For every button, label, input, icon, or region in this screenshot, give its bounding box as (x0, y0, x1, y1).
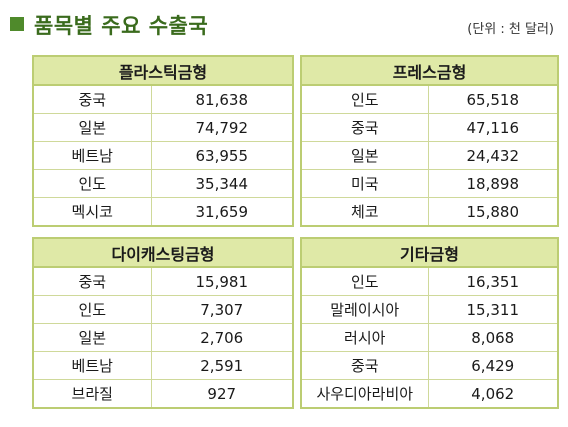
country-cell: 중국 (301, 351, 429, 380)
table-title: 플라스틱금형 (33, 56, 293, 86)
value-cell: 74,792 (151, 113, 293, 142)
country-cell: 일본 (301, 141, 429, 170)
table-press-mold: 프레스금형 인도 65,518 중국 47,116 일본 24,432 미국 18,89… (300, 55, 559, 227)
country-cell: 브라질 (33, 379, 152, 408)
table-row: 중국 15,981 (33, 267, 293, 296)
table-row: 브라질 927 (33, 379, 293, 408)
value-cell: 15,981 (151, 267, 293, 296)
page-title: 품목별 주요 수출국 (34, 14, 209, 38)
table-title: 기타금형 (301, 238, 558, 268)
table-row: 사우디아라비아 4,062 (301, 379, 558, 408)
table-row: 일본 2,706 (33, 323, 293, 352)
country-cell: 중국 (33, 267, 152, 296)
table-row: 베트남 2,591 (33, 351, 293, 380)
table-row: 러시아 8,068 (301, 323, 558, 352)
table-title: 프레스금형 (301, 56, 558, 86)
value-cell: 6,429 (428, 351, 558, 380)
table-row: 말레이시아 15,311 (301, 295, 558, 324)
value-cell: 65,518 (428, 85, 558, 114)
table-other-mold: 기타금형 인도 16,351 말레이시아 15,311 러시아 8,068 중국 6,4… (300, 237, 559, 409)
table-row: 중국 47,116 (301, 113, 558, 142)
table-row: 베트남 63,955 (33, 141, 293, 170)
country-cell: 중국 (33, 85, 152, 114)
country-cell: 일본 (33, 323, 152, 352)
value-cell: 63,955 (151, 141, 293, 170)
country-cell: 일본 (33, 113, 152, 142)
country-cell: 인도 (301, 267, 429, 296)
value-cell: 47,116 (428, 113, 558, 142)
table-row: 일본 24,432 (301, 141, 558, 170)
country-cell: 체코 (301, 197, 429, 226)
country-cell: 인도 (33, 295, 152, 324)
value-cell: 15,880 (466, 202, 520, 221)
unit-note: (단위 : 천 달러) (467, 22, 554, 37)
country-cell: 미국 (301, 169, 429, 198)
value-cell: 8,068 (428, 323, 558, 352)
country-cell: 사우디아라비아 (301, 379, 429, 408)
table-row: 체코 15,880 (301, 197, 558, 226)
country-cell: 베트남 (33, 351, 152, 380)
page-header: 품목별 주요 수출국 (단위 : 천 달러) (8, 8, 560, 42)
value-cell: 81,638 (151, 85, 293, 114)
country-cell: 말레이시아 (301, 295, 429, 324)
country-cell: 베트남 (33, 141, 152, 170)
value-cell: 4,062 (471, 384, 515, 403)
table-row: 중국 6,429 (301, 351, 558, 380)
value-cell: 31,659 (195, 202, 249, 221)
value-cell: 2,591 (151, 351, 293, 380)
table-row: 미국 18,898 (301, 169, 558, 198)
table-row: 인도 65,518 (301, 85, 558, 114)
table-title: 다이캐스팅금형 (33, 238, 293, 268)
value-cell: 2,706 (151, 323, 293, 352)
table-row: 멕시코 31,659 (33, 197, 293, 226)
bullet-square-icon (10, 17, 24, 31)
country-cell: 인도 (33, 169, 152, 198)
value-cell: 35,344 (151, 169, 293, 198)
table-row: 인도 7,307 (33, 295, 293, 324)
country-cell: 러시아 (301, 323, 429, 352)
country-cell: 인도 (301, 85, 429, 114)
table-row: 중국 81,638 (33, 85, 293, 114)
table-plastic-mold: 플라스틱금형 중국 81,638 일본 74,792 베트남 63,955 인도 35,… (32, 55, 294, 227)
table-diecasting-mold: 다이캐스팅금형 중국 15,981 인도 7,307 일본 2,706 베트남 2,59… (32, 237, 294, 409)
value-cell: 927 (207, 384, 237, 403)
value-cell: 24,432 (428, 141, 558, 170)
table-row: 인도 35,344 (33, 169, 293, 198)
value-cell: 15,311 (428, 295, 558, 324)
table-row: 일본 74,792 (33, 113, 293, 142)
value-cell: 18,898 (428, 169, 558, 198)
value-cell: 7,307 (151, 295, 293, 324)
value-cell: 16,351 (428, 267, 558, 296)
country-cell: 멕시코 (33, 197, 152, 226)
country-cell: 중국 (301, 113, 429, 142)
table-row: 인도 16,351 (301, 267, 558, 296)
